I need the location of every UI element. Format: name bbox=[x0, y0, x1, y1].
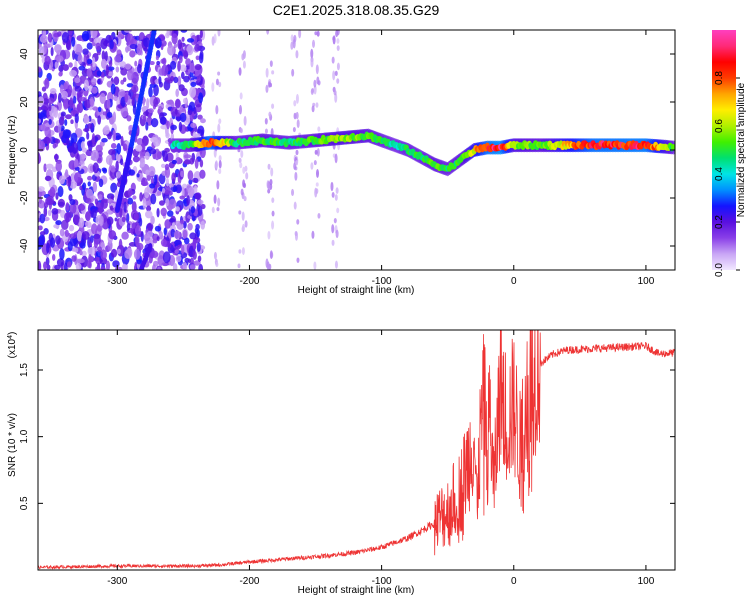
chart-title: C2E1.2025.318.08.35.G29 bbox=[273, 2, 440, 18]
snr-y-multiplier: (x104) bbox=[7, 332, 19, 359]
colorbar: 0.0 0.2 0.4 0.6 0.8 Normalized spectral ampl… bbox=[712, 30, 747, 277]
x-tick-label: 100 bbox=[638, 576, 655, 587]
colorbar-ticks: 0.0 0.2 0.4 0.6 0.8 bbox=[714, 71, 740, 277]
snr-x-ticks: -300 -200 -100 0 100 bbox=[107, 330, 655, 587]
spectrogram-x-label: Height of straight line (km) bbox=[298, 285, 415, 296]
snr-frame bbox=[37, 329, 676, 571]
y-tick-label: 40 bbox=[19, 48, 30, 60]
snr-panel: -300 -200 -100 0 100 0.5 1.0 1.5 Height of str… bbox=[7, 329, 676, 596]
spectrogram-y-label: Frequency (Hz) bbox=[7, 116, 18, 185]
colorbar-tick-label: 0.4 bbox=[714, 167, 725, 181]
snr-y-label: SNR (10 * v/v) bbox=[7, 413, 18, 477]
colorbar-tick-label: 0.8 bbox=[714, 71, 725, 85]
x-tick-label: -100 bbox=[372, 576, 392, 587]
x-tick-label: -300 bbox=[107, 276, 127, 287]
y-tick-label: 20 bbox=[19, 96, 30, 108]
x-tick-label: -100 bbox=[372, 276, 392, 287]
x-tick-label: -200 bbox=[239, 276, 259, 287]
colorbar-tick-label: 0.0 bbox=[714, 263, 725, 277]
y-tick-label: 1.0 bbox=[19, 429, 30, 443]
y-tick-label: 1.5 bbox=[19, 363, 30, 377]
x-tick-label: 100 bbox=[638, 276, 655, 287]
y-tick-label: 0.5 bbox=[19, 496, 30, 510]
x-tick-label: -300 bbox=[107, 576, 127, 587]
x-tick-label: 0 bbox=[511, 576, 517, 587]
snr-x-label: Height of straight line (km) bbox=[298, 585, 415, 596]
colorbar-tick-label: 0.2 bbox=[714, 215, 725, 229]
colorbar-gradient bbox=[712, 30, 736, 270]
spectrogram-y-ticks: -40 -20 0 20 40 bbox=[19, 48, 675, 253]
spectrogram-ridge bbox=[169, 128, 675, 177]
x-tick-label: -200 bbox=[239, 576, 259, 587]
spectrogram-noise bbox=[38, 30, 341, 270]
x-tick-label: 0 bbox=[511, 276, 517, 287]
colorbar-tick-label: 0.6 bbox=[714, 119, 725, 133]
y-tick-label: -20 bbox=[19, 190, 30, 205]
y-tick-label: -40 bbox=[19, 238, 30, 253]
spectrogram-x-ticks: -300 -200 -100 0 100 bbox=[107, 30, 655, 287]
y-tick-label: 0 bbox=[19, 147, 30, 153]
colorbar-label: Normalized spectral amplitude bbox=[736, 82, 747, 217]
snr-series-line bbox=[38, 330, 675, 570]
snr-y-ticks: 0.5 1.0 1.5 bbox=[19, 363, 675, 510]
